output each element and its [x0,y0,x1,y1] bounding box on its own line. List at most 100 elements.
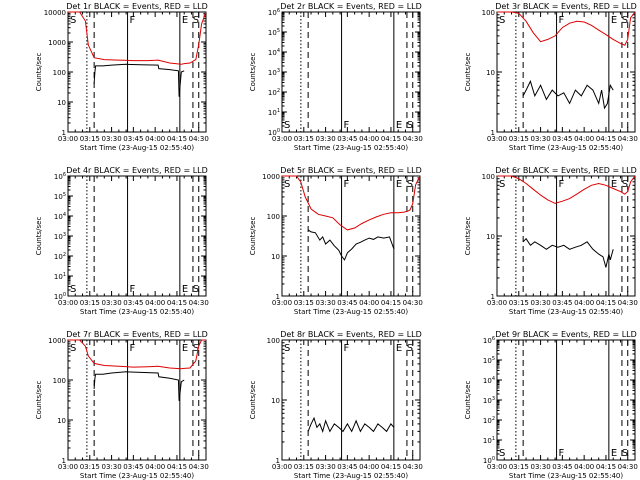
marker-label-f: F [130,15,136,26]
marker-label-e: E [182,284,188,295]
x-tick-label: 04:00 [574,299,594,307]
x-tick-label: 03:30 [101,135,121,143]
y-tick-label: 101 [268,108,280,117]
marker-label-s: S [499,15,505,26]
y-tick-label: 101 [54,272,66,281]
marker-label-s: S [70,343,76,354]
y-tick-label: 1 [62,129,66,137]
x-tick-label: 03:15 [509,135,529,143]
marker-label-s: S [499,448,505,459]
x-tick-label: 04:00 [145,463,165,471]
y-tick-label: 106 [268,8,280,17]
plot-frame [496,175,636,297]
y-tick-label: 100 [267,213,280,221]
marker-label-s: S [193,284,199,295]
panel-det-9: Det 9r BLACK = Events, RED = LLD 100 101 10… [464,330,638,480]
x-tick-label: 03:30 [101,463,121,471]
x-tick-label: 03:45 [123,299,143,307]
x-axis-label: Start Time (23-Aug-15 02:55:40) [509,308,623,316]
marker-label-e: E [396,343,402,354]
x-tick-label: 03:45 [337,135,357,143]
x-tick-label: 03:45 [552,135,572,143]
y-tick-label: 1 [491,293,495,301]
y-axis-label: Counts/sec [464,53,472,92]
x-tick-label: 03:00 [487,299,507,307]
marker-label-s: S [70,284,76,295]
panel-title: Det 3r BLACK = Events, RED = LLD [495,2,637,11]
marker-label-f: F [130,343,136,354]
x-tick-label: 04:15 [596,463,616,471]
x-tick-label: 03:30 [530,299,550,307]
marker-label-f: F [559,179,565,190]
x-tick-label: 03:00 [58,299,78,307]
series-events-line [522,237,614,268]
marker-label-e: E [611,179,617,190]
x-tick-label: 03:15 [80,135,100,143]
y-axis-label: Counts/sec [35,381,43,420]
y-axis-label: Counts/sec [464,381,472,420]
y-tick-label: 1 [62,457,66,465]
series-events-line [93,63,185,97]
panel-title: Det 1r BLACK = Events, RED = LLD [66,2,208,11]
marker-label-e: E [396,179,402,190]
series-lld-line [68,11,207,65]
y-tick-label: 101 [483,436,495,445]
y-tick-label: 103 [268,68,280,77]
marker-label-s: S [284,120,290,131]
x-axis-label: Start Time (23-Aug-15 02:55:40) [294,144,408,152]
plot-frame [67,11,207,133]
series-lld-line [497,175,636,204]
y-axis-label: Counts/sec [249,53,257,92]
plot-frame [496,11,636,133]
y-tick-label: 103 [54,232,66,241]
x-tick-label: 03:45 [337,299,357,307]
x-tick-label: 03:15 [294,463,314,471]
y-tick-label: 104 [268,48,280,57]
y-tick-label: 102 [54,252,66,261]
x-tick-label: 04:15 [167,463,187,471]
x-tick-label: 04:15 [381,135,401,143]
y-axis-label: Counts/sec [464,217,472,256]
marker-label-s: S [622,448,628,459]
y-axis-label: Counts/sec [249,381,257,420]
x-tick-label: 03:30 [315,463,335,471]
y-tick-label: 1000 [262,173,280,181]
plot-frame [496,339,636,461]
marker-label-s: S [193,343,199,354]
panel-det-8: Det 8r BLACK = Events, RED = LLD 1 10 100 03… [249,330,423,480]
marker-label-s: S [622,179,628,190]
marker-label-s: S [499,179,505,190]
x-tick-label: 04:15 [381,463,401,471]
x-tick-label: 04:30 [403,299,423,307]
y-tick-label: 1 [491,129,495,137]
panel-det-6: Det 6r BLACK = Events, RED = LLD 1 10 100 03… [464,166,638,316]
y-tick-label: 106 [54,172,66,181]
x-tick-label: 04:15 [167,299,187,307]
marker-label-f: F [130,284,136,295]
y-tick-label: 105 [483,356,495,365]
x-axis-label: Start Time (23-Aug-15 02:55:40) [294,472,408,480]
x-tick-label: 03:45 [123,135,143,143]
x-tick-label: 03:45 [552,463,572,471]
panel-det-7: Det 7r BLACK = Events, RED = LLD 1 10 100 10… [35,330,209,480]
x-tick-label: 03:15 [80,299,100,307]
y-axis-label: Counts/sec [35,53,43,92]
marker-label-s: S [407,120,413,131]
marker-label-s: S [407,343,413,354]
marker-label-s: S [70,15,76,26]
x-tick-label: 03:15 [509,463,529,471]
y-tick-label: 10 [271,397,280,405]
panel-title: Det 8r BLACK = Events, RED = LLD [280,330,422,339]
marker-label-e: E [611,448,617,459]
x-tick-label: 03:00 [58,135,78,143]
y-tick-label: 100 [482,9,495,17]
marker-label-s: S [284,179,290,190]
marker-label-e: E [396,120,402,131]
y-tick-label: 1000 [48,39,66,47]
x-tick-label: 04:15 [596,135,616,143]
x-tick-label: 03:45 [123,463,143,471]
x-tick-label: 04:30 [189,463,209,471]
panel-det-4: Det 4r BLACK = Events, RED = LLD 100 101 10… [35,166,209,316]
x-tick-label: 04:30 [403,135,423,143]
x-tick-label: 03:30 [315,135,335,143]
